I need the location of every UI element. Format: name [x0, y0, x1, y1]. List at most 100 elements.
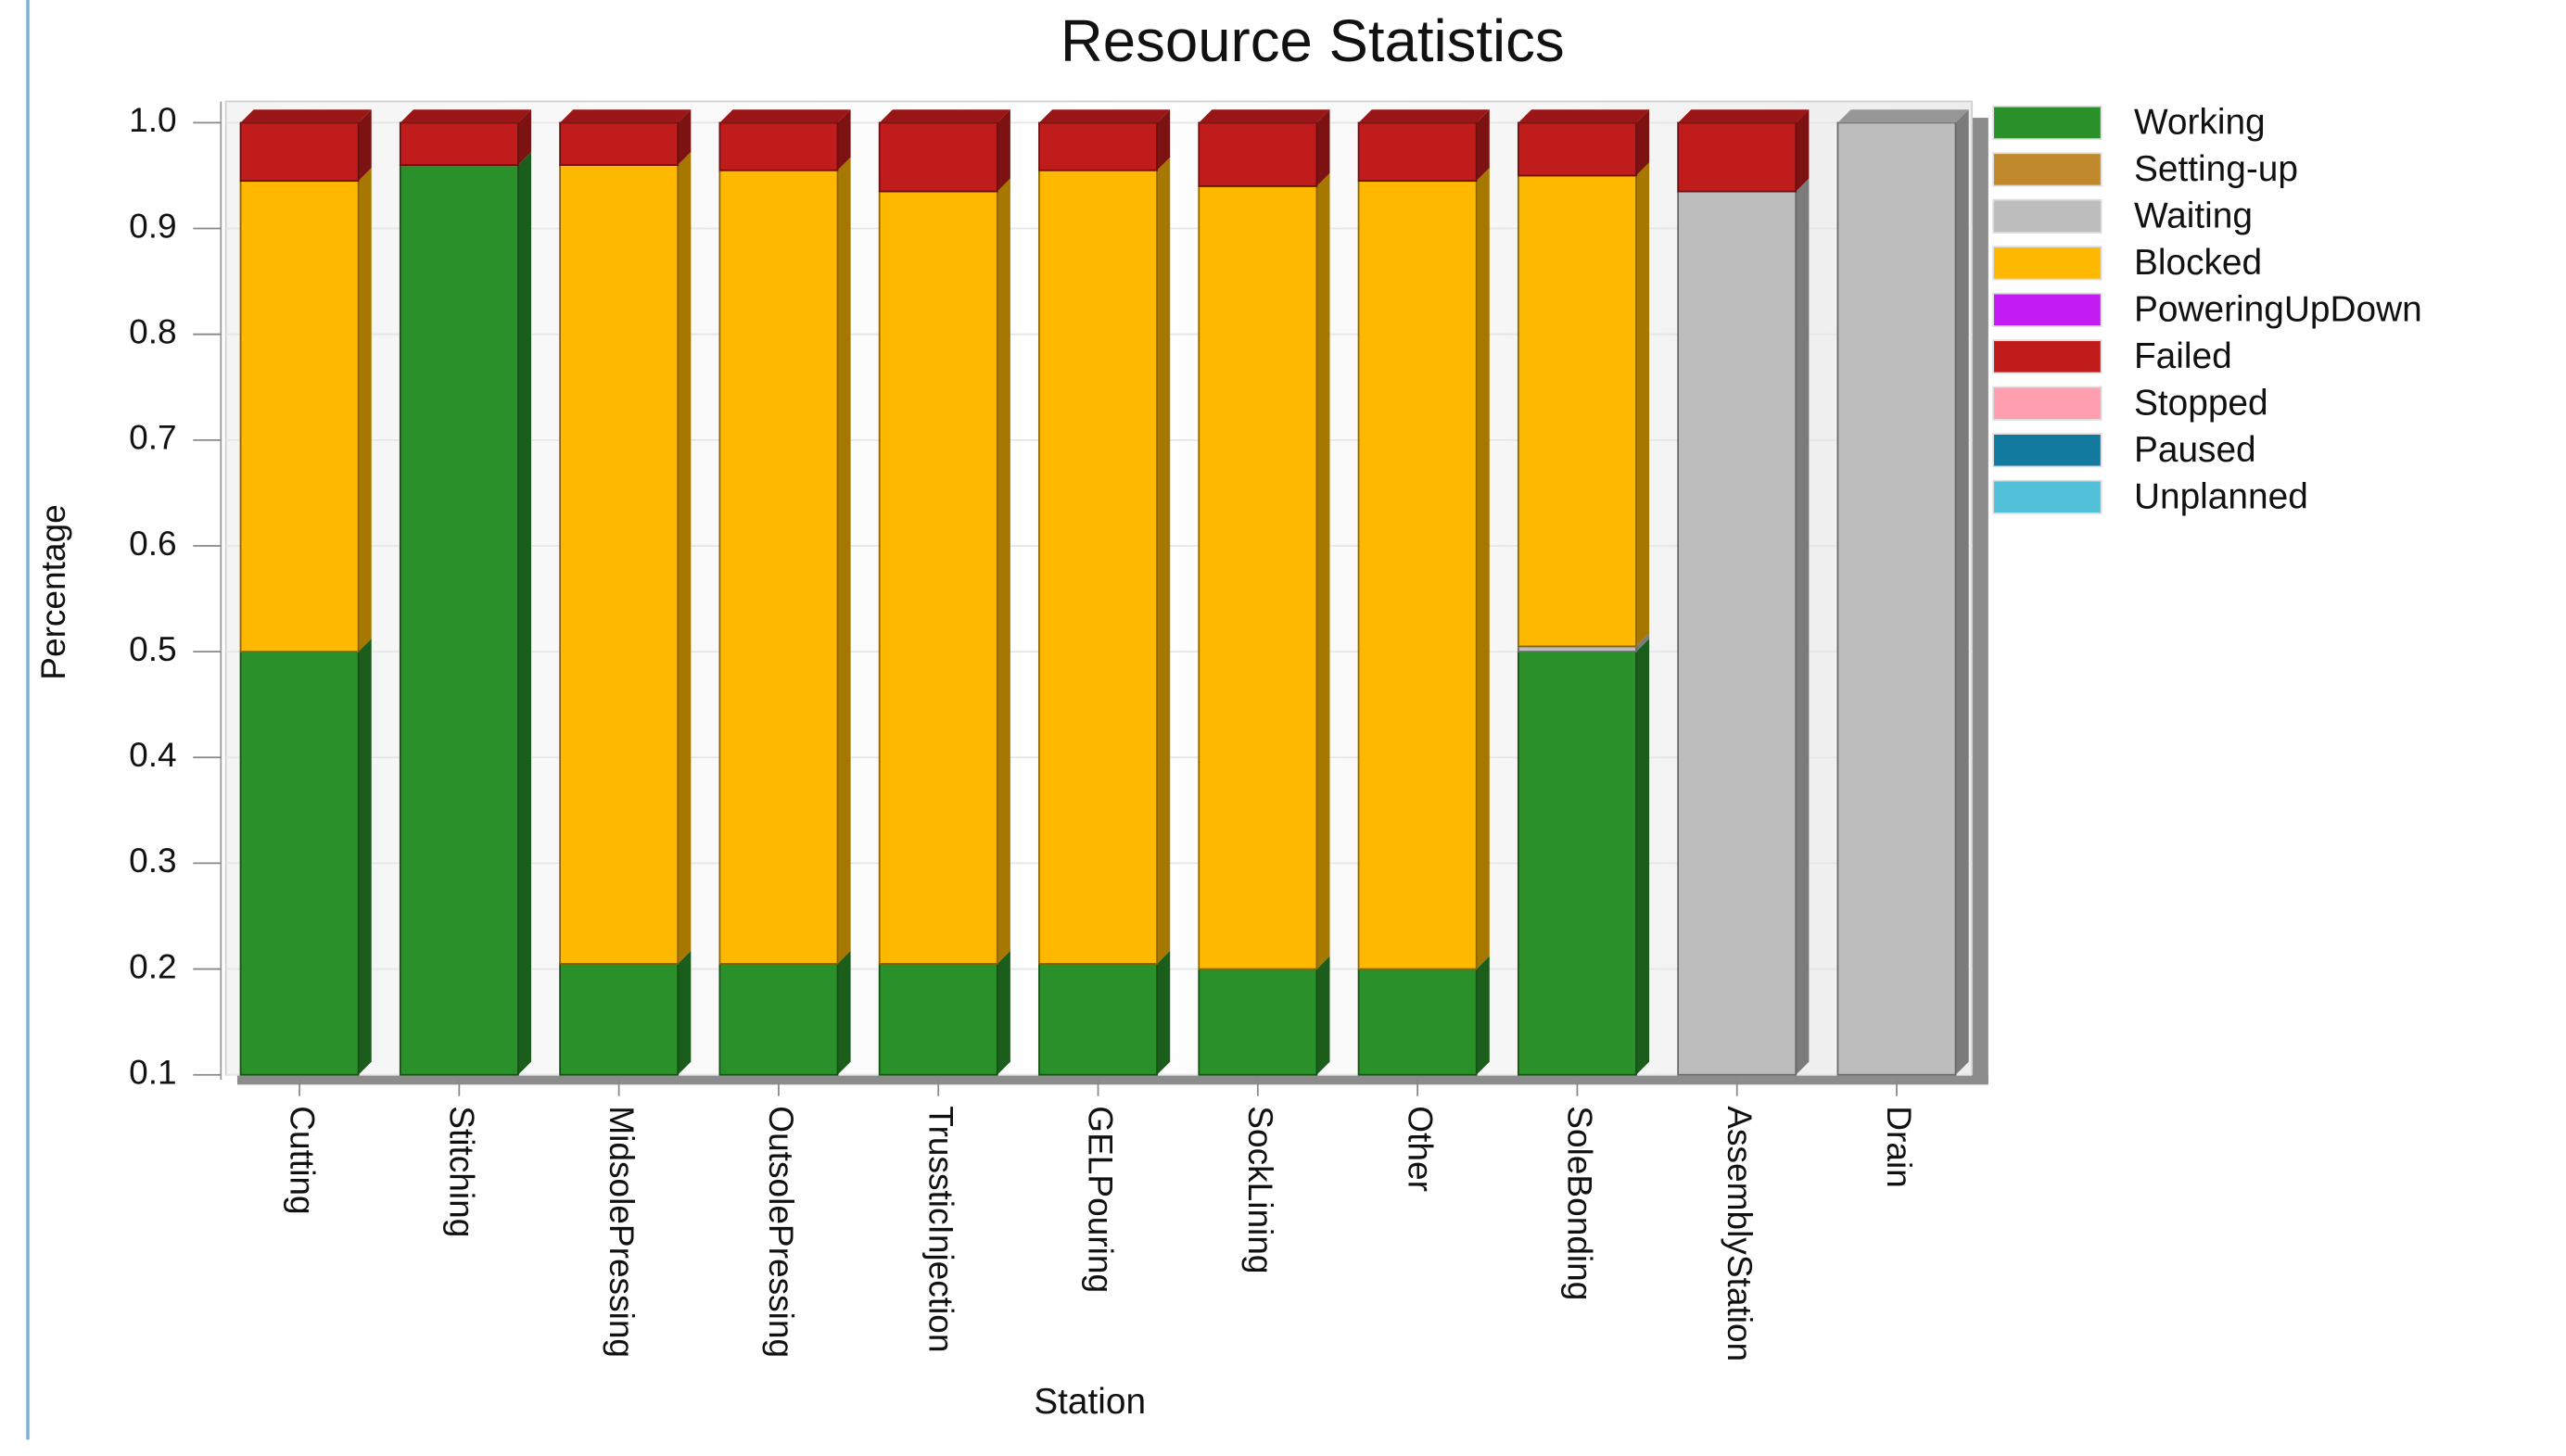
bar-side: [1316, 172, 1330, 969]
bar-side: [997, 109, 1010, 192]
y-tick-label: 1.0: [129, 100, 177, 139]
x-tick-label: Cutting: [283, 1106, 322, 1214]
bar-top: [1518, 109, 1650, 123]
bar-side: [678, 109, 692, 166]
bar-top: [1038, 109, 1171, 123]
legend-swatch: [1992, 479, 2102, 514]
bar-segment: [559, 164, 680, 965]
x-tick-label: Other: [1401, 1106, 1440, 1192]
bar-side: [1955, 109, 1969, 1075]
legend-swatch: [1992, 433, 2102, 468]
bar-top: [400, 109, 532, 123]
bar-segment: [559, 121, 680, 166]
legend-label: Stopped: [2134, 383, 2268, 423]
bar-side: [1476, 168, 1490, 969]
bar-top: [1199, 109, 1330, 123]
bar-segment: [1677, 190, 1797, 1076]
bar-segment: [1677, 121, 1797, 193]
bar-side: [358, 109, 372, 182]
legend-label: Blocked: [2134, 243, 2262, 283]
bar-side: [1635, 639, 1650, 1075]
bar-segment: [239, 651, 360, 1076]
bar-top: [560, 109, 692, 123]
y-tick-label: 0.9: [129, 206, 177, 245]
bar-segment: [1357, 180, 1478, 970]
x-tick-label: AssemblyStation: [1721, 1106, 1759, 1361]
bar-side: [358, 168, 372, 652]
x-tick-label: SockLining: [1241, 1106, 1280, 1273]
bar-side: [1476, 956, 1490, 1075]
legend-swatch: [1992, 105, 2102, 140]
bar-side: [358, 639, 372, 1075]
legend-swatch: [1992, 339, 2102, 374]
legend-label: Setting-up: [2134, 149, 2298, 189]
bar-segment: [1517, 174, 1637, 648]
bar-side: [1157, 109, 1171, 171]
legend-label: Failed: [2134, 336, 2232, 376]
bar-side: [837, 109, 851, 171]
y-axis-title: Percentage: [33, 504, 72, 679]
bar-segment: [718, 121, 839, 171]
chart-title: Resource Statistics: [1061, 8, 1565, 74]
bar-segment: [239, 180, 360, 653]
bar-segment: [1198, 968, 1318, 1076]
legend-swatch: [1992, 292, 2102, 327]
bar-segment: [718, 962, 839, 1076]
bar-side: [678, 950, 692, 1075]
bar-side: [837, 950, 851, 1075]
x-tick-label: TrussticInjection: [921, 1106, 960, 1352]
x-tick-label: GELPouring: [1082, 1106, 1121, 1293]
bar-side: [1476, 109, 1490, 182]
y-tick-label: 0.2: [129, 946, 177, 985]
x-tick-label: MidsolePressing: [603, 1106, 642, 1358]
bar-segment: [559, 962, 680, 1076]
y-tick-label: 0.5: [129, 629, 177, 668]
legend-label: Working: [2134, 102, 2266, 142]
legend-label: Waiting: [2134, 196, 2253, 235]
bar-segment: [1038, 962, 1158, 1076]
y-tick-label: 0.1: [129, 1053, 177, 1092]
legend-swatch: [1992, 386, 2102, 421]
y-tick-label: 0.7: [129, 418, 177, 457]
bar-segment: [718, 169, 839, 965]
bar-top: [240, 109, 372, 123]
bar-segment: [1198, 184, 1318, 970]
bar-segment: [399, 164, 519, 1076]
bar-segment: [1357, 121, 1478, 183]
y-tick-label: 0.4: [129, 735, 177, 774]
bar-top: [719, 109, 851, 123]
bar-side: [517, 151, 532, 1075]
bar-segment: [1357, 968, 1478, 1076]
bar-segment: [878, 190, 998, 965]
y-tick-label: 0.3: [129, 841, 177, 880]
x-tick-label: Stitching: [443, 1106, 482, 1237]
legend-swatch: [1992, 198, 2102, 234]
bar-segment: [1836, 121, 1957, 1076]
bar-side: [678, 151, 692, 964]
bar-side: [1157, 950, 1171, 1075]
bar-side: [997, 178, 1010, 964]
bar-side: [1316, 956, 1330, 1075]
plot-floor: [236, 1074, 1988, 1085]
legend-label: Paused: [2134, 430, 2256, 470]
legend-swatch: [1992, 246, 2102, 281]
bar-side: [1796, 178, 1810, 1075]
legend-label: Unplanned: [2134, 476, 2308, 516]
bar-top: [1837, 109, 1969, 123]
bar-side: [1157, 157, 1171, 964]
x-tick-label: OutsolePressing: [762, 1106, 801, 1358]
plot-wall: [1972, 118, 1988, 1083]
bar-segment: [1038, 169, 1158, 965]
bar-segment: [878, 121, 998, 193]
y-tick-label: 0.8: [129, 311, 177, 350]
bar-side: [1635, 109, 1650, 176]
bar-segment: [1517, 651, 1637, 1076]
x-tick-label: Drain: [1880, 1106, 1919, 1188]
legend-label: PoweringUpDown: [2134, 289, 2422, 329]
y-tick-label: 0.6: [129, 524, 177, 563]
bar-side: [1796, 109, 1810, 192]
bar-segment: [1198, 121, 1318, 187]
bar-side: [1635, 633, 1650, 652]
